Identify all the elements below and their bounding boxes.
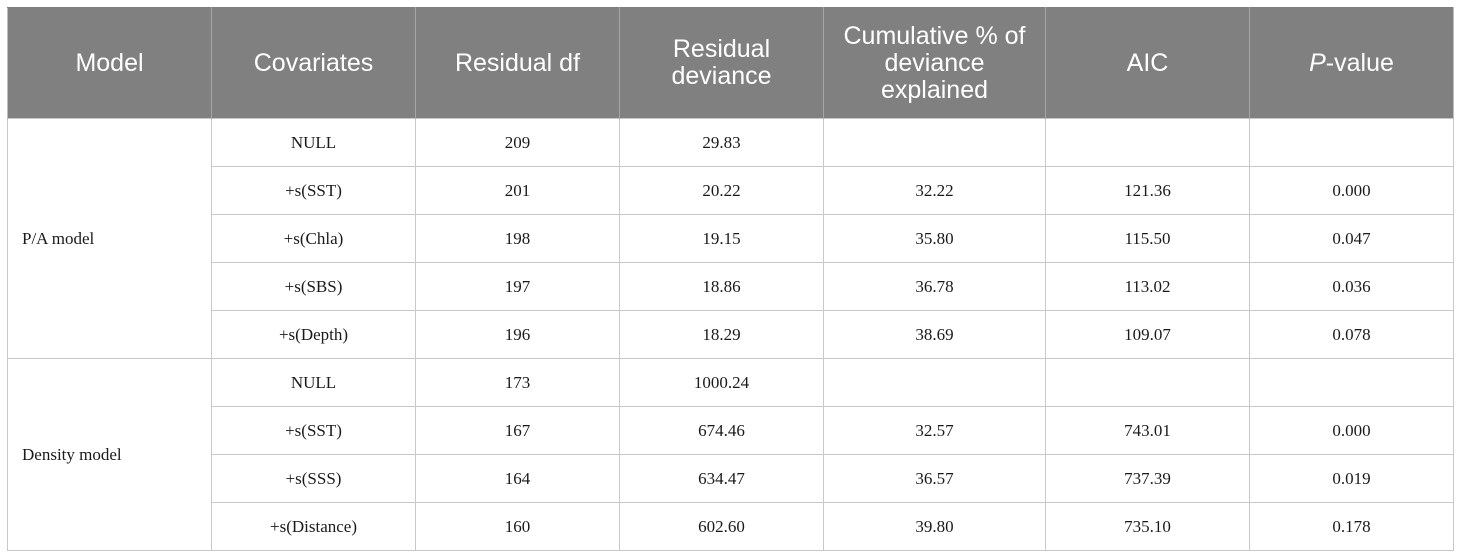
aic-cell: 121.36: [1045, 166, 1250, 215]
cumulative-deviance-cell: [823, 118, 1046, 167]
residual-deviance-cell: 674.46: [619, 406, 824, 455]
residual-deviance-cell: 602.60: [619, 502, 824, 551]
table-body: P/A model NULL 209 29.83 +s(SST) 201 20.22 32.2…: [7, 118, 1454, 551]
residual-deviance-cell: 29.83: [619, 118, 824, 167]
aic-cell: 737.39: [1045, 454, 1250, 503]
model-cell: Density model: [7, 358, 212, 551]
residual-df-cell: 160: [415, 502, 620, 551]
cumulative-deviance-cell: 39.80: [823, 502, 1046, 551]
residual-df-cell: 197: [415, 262, 620, 311]
p-value-cell: 0.019: [1249, 454, 1454, 503]
table-row: +s(SBS) 197 18.86 36.78 113.02 0.036: [8, 262, 1454, 311]
header-p-value: P-value: [1249, 7, 1454, 119]
residual-df-cell: 209: [415, 118, 620, 167]
residual-df-cell: 198: [415, 214, 620, 263]
residual-df-cell: 164: [415, 454, 620, 503]
covariate-cell: +s(Depth): [211, 310, 416, 359]
covariate-cell: +s(SSS): [211, 454, 416, 503]
covariate-cell: NULL: [211, 118, 416, 167]
header-residual-df: Residual df: [415, 7, 620, 119]
aic-cell: [1045, 358, 1250, 407]
residual-deviance-cell: 634.47: [619, 454, 824, 503]
header-p-value-rest: -value: [1325, 48, 1394, 77]
cumulative-deviance-cell: 35.80: [823, 214, 1046, 263]
residual-df-cell: 173: [415, 358, 620, 407]
cumulative-deviance-cell: 36.78: [823, 262, 1046, 311]
aic-cell: 743.01: [1045, 406, 1250, 455]
gam-results-table: Model Covariates Residual df Residual de…: [7, 7, 1454, 551]
cumulative-deviance-cell: 32.57: [823, 406, 1046, 455]
residual-deviance-cell: 18.29: [619, 310, 824, 359]
p-value-cell: 0.000: [1249, 166, 1454, 215]
aic-cell: 109.07: [1045, 310, 1250, 359]
gam-results-table-container: Model Covariates Residual df Residual de…: [7, 7, 1454, 551]
residual-deviance-cell: 18.86: [619, 262, 824, 311]
p-value-cell: 0.178: [1249, 502, 1454, 551]
covariate-cell: +s(Distance): [211, 502, 416, 551]
residual-df-cell: 167: [415, 406, 620, 455]
residual-df-cell: 196: [415, 310, 620, 359]
header-cumulative-deviance: Cumulative % of deviance explained: [823, 7, 1046, 119]
covariate-cell: +s(Chla): [211, 214, 416, 263]
table-row: P/A model NULL 209 29.83: [7, 118, 1454, 359]
table-row: +s(Chla) 198 19.15 35.80 115.50 0.047: [8, 214, 1454, 263]
p-value-cell: [1249, 118, 1454, 167]
aic-cell: 115.50: [1045, 214, 1250, 263]
header-row: Model Covariates Residual df Residual de…: [7, 7, 1454, 119]
covariate-cell: NULL: [211, 358, 416, 407]
table-row: +s(SSS) 164 634.47 36.57 737.39 0.019: [8, 454, 1454, 503]
header-p-value-italic: P: [1309, 48, 1326, 77]
residual-deviance-cell: 1000.24: [619, 358, 824, 407]
residual-deviance-cell: 19.15: [619, 214, 824, 263]
header-residual-deviance: Residual deviance: [619, 7, 824, 119]
aic-cell: 735.10: [1045, 502, 1250, 551]
aic-cell: 113.02: [1045, 262, 1250, 311]
header-model: Model: [7, 7, 212, 119]
table-row: +s(Distance) 160 602.60 39.80 735.10 0.178: [8, 502, 1454, 551]
table-row: +s(SST) 201 20.22 32.22 121.36 0.000: [8, 166, 1454, 215]
cumulative-deviance-cell: [823, 358, 1046, 407]
p-value-cell: 0.036: [1249, 262, 1454, 311]
model-cell: P/A model: [7, 118, 212, 359]
aic-cell: [1045, 118, 1250, 167]
residual-df-cell: 201: [415, 166, 620, 215]
table-row: Density model NULL 173 1000.24: [7, 358, 1454, 551]
residual-deviance-cell: 20.22: [619, 166, 824, 215]
header-covariates: Covariates: [211, 7, 416, 119]
covariate-cell: +s(SBS): [211, 262, 416, 311]
header-aic: AIC: [1045, 7, 1250, 119]
p-value-cell: 0.000: [1249, 406, 1454, 455]
table-row: +s(SST) 167 674.46 32.57 743.01 0.000: [8, 406, 1454, 455]
p-value-cell: 0.078: [1249, 310, 1454, 359]
p-value-cell: [1249, 358, 1454, 407]
table-header: Model Covariates Residual df Residual de…: [7, 7, 1454, 119]
p-value-cell: 0.047: [1249, 214, 1454, 263]
covariate-cell: +s(SST): [211, 166, 416, 215]
table-row: +s(Depth) 196 18.29 38.69 109.07 0.078: [8, 310, 1454, 359]
cumulative-deviance-cell: 32.22: [823, 166, 1046, 215]
covariate-cell: +s(SST): [211, 406, 416, 455]
cumulative-deviance-cell: 36.57: [823, 454, 1046, 503]
cumulative-deviance-cell: 38.69: [823, 310, 1046, 359]
